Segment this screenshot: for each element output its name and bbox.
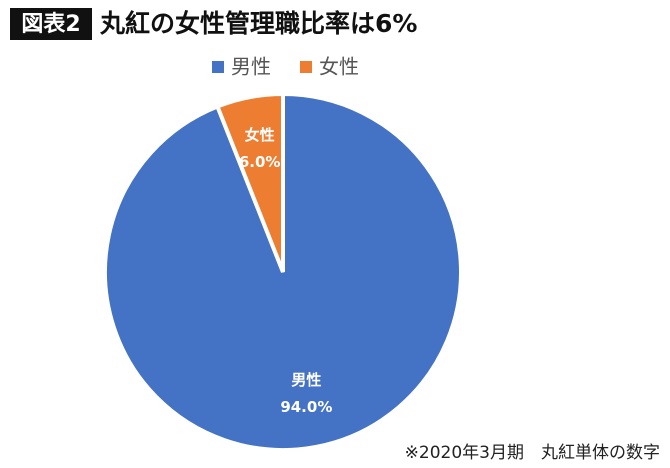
legend-swatch	[212, 61, 224, 73]
pie-slice	[214, 91, 285, 273]
badge-box	[10, 8, 92, 40]
pie-slice	[103, 91, 463, 452]
data-label-value: 94.0%	[280, 398, 332, 416]
note: ※2020年3月期 丸紅単体の数字	[405, 443, 660, 463]
legend-label: 男性	[231, 55, 271, 79]
data-label-name: 女性	[245, 126, 275, 144]
legend-label: 女性	[319, 55, 359, 79]
chart-title: 丸紅の女性管理職比率は6%	[99, 9, 417, 38]
data-label-name: 男性	[291, 371, 321, 389]
legend-swatch	[300, 61, 312, 73]
data-label-value: 6.0%	[239, 153, 281, 171]
badge: 図表2	[21, 12, 80, 37]
